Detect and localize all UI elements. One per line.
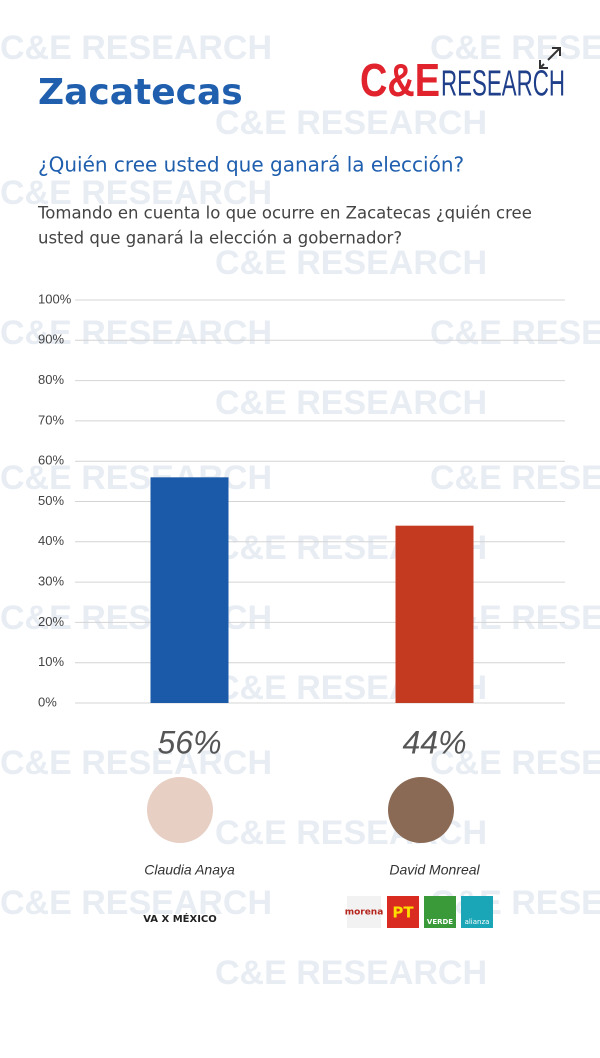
candidate-photo [147,777,213,843]
watermark: C&E RESEARCH [0,744,272,782]
watermark: C&E RESEARCH [430,744,600,782]
watermark: C&E RESEARCH [0,174,272,212]
question: ¿Quién cree usted que ganará la elección… [38,153,464,177]
watermark: C&E RESEARCH [215,954,487,992]
y-tick-label: 90% [38,332,64,347]
value-label: 44% [402,724,466,760]
y-tick-label: 40% [38,533,64,548]
party-logo-text: morena [345,908,384,918]
page-title: Zacatecas [38,72,243,113]
plot: 0% 10% 20% 30% 40% 50% 60% 70% 80% 90% 100% 56% Clau… [38,291,565,878]
bar [150,477,229,703]
subtitle-line: usted que ganará la elección a gobernado… [38,229,402,248]
y-tick-label: 10% [38,654,64,669]
watermark: C&E RESEARCH [215,104,487,142]
watermark: C&E RESEARCH [430,29,600,67]
candidate-name: David Monreal [389,862,480,878]
logo-word: RESEARCH [441,63,565,104]
party-logo-text: PT [392,904,414,922]
party-logo-text: alianza [465,918,490,926]
y-tick-label: 30% [38,574,64,589]
expand-icon[interactable] [539,47,561,69]
watermark: C&E RESEARCH [430,459,600,497]
party-logo-text: VERDE [427,918,453,926]
bar [395,525,474,703]
value-label: 56% [157,724,221,760]
watermark: C&E RESEARCH [430,314,600,352]
logo-mark: C&E [360,54,440,106]
party-logo [387,896,419,928]
y-tick-label: 80% [38,372,64,387]
party-logo: VA X MÉXICO [143,912,217,925]
y-tick-label: 20% [38,614,64,629]
watermark: C&E RESEARCH [215,244,487,282]
party-logo [424,896,456,928]
y-tick-label: 100% [38,291,72,306]
subtitle-line: Tomando en cuenta lo que ocurre en Zacat… [37,204,532,223]
watermark: C&E RESEARCH [0,29,272,67]
y-tick-label: 50% [38,493,64,508]
watermark: C&E RESEARCH [0,314,272,352]
watermark: C&E RESEARCH [430,884,600,922]
y-tick-label: 0% [38,694,57,709]
party-logo [347,896,381,928]
watermark: C&E RESEARCH [215,384,487,422]
candidate-name: Claudia Anaya [144,862,235,878]
candidate-photo [388,777,454,843]
y-tick-label: 60% [38,453,64,468]
watermark: C&E RESEARCH [0,884,272,922]
y-tick-label: 70% [38,412,64,427]
party-logo [461,896,493,928]
